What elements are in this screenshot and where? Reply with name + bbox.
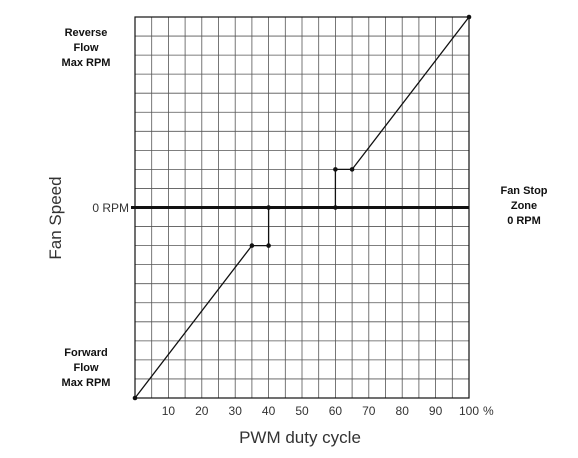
bottom-label-line-3: Max RPM [62, 377, 111, 389]
x-axis-title: PWM duty cycle [239, 428, 361, 447]
series-layer [132, 14, 472, 401]
data-point [333, 205, 338, 210]
top-label-line-3: Max RPM [62, 57, 111, 69]
zone-annotation-line-1: Fan Stop [500, 185, 547, 197]
zero-rpm-label: 0 RPM [92, 201, 129, 215]
bottom-label-line-1: Forward [64, 347, 107, 359]
data-point [349, 167, 355, 172]
data-point [333, 167, 338, 172]
x-unit-label: % [483, 404, 494, 418]
data-point [249, 243, 255, 248]
x-tick-label: 50 [295, 404, 309, 418]
top-label-line-2: Flow [73, 42, 98, 54]
x-tick-label: 30 [229, 404, 243, 418]
zone-annotation-line-2: Zone [511, 200, 537, 212]
top-label-line-1: Reverse [65, 27, 108, 39]
bottom-label-line-2: Flow [73, 362, 98, 374]
data-point [132, 395, 138, 401]
y-axis-title: Fan Speed [46, 176, 65, 259]
x-tick-label: 60 [329, 404, 343, 418]
x-tick-label: 100 [459, 404, 479, 418]
x-tick-label: 70 [362, 404, 376, 418]
x-tick-label: 10 [162, 404, 176, 418]
series-line [134, 16, 470, 399]
data-point [266, 205, 271, 210]
x-tick-label: 20 [195, 404, 209, 418]
x-tick-label: 40 [262, 404, 276, 418]
zone-annotation-line-3: 0 RPM [507, 215, 541, 227]
x-tick-label: 90 [429, 404, 443, 418]
data-point [466, 14, 472, 20]
x-tick-labels: 10 20 30 40 50 60 70 80 90 100 [162, 404, 480, 418]
x-tick-label: 80 [396, 404, 410, 418]
data-point [266, 243, 271, 248]
